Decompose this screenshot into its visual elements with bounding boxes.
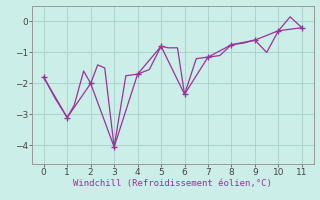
X-axis label: Windchill (Refroidissement éolien,°C): Windchill (Refroidissement éolien,°C) — [73, 179, 272, 188]
